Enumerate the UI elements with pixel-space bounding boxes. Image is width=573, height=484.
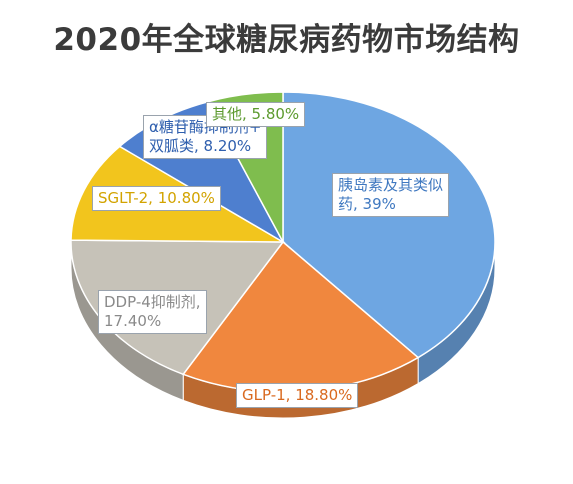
slice-label-insulin: 胰岛素及其类似 药, 39% (332, 173, 450, 217)
chart-title: 2020年全球糖尿病药物市场结构 (53, 22, 520, 58)
slice-label-other: 其他, 5.80% (206, 102, 306, 127)
slice-label-line: DDP-4抑制剂, (104, 293, 201, 311)
slice-label-glp1: GLP-1, 18.80% (236, 383, 359, 408)
slice-label-line: 17.40% (104, 312, 162, 330)
pie-slice-insulin (282, 91, 496, 359)
slice-label-line: 胰岛素及其类似 (338, 176, 444, 194)
slice-label-line: 双胍类, 8.20% (149, 137, 252, 155)
slice-label-dpp4: DDP-4抑制剂, 17.40% (98, 290, 207, 334)
slice-label-sglt2: SGLT-2, 10.80% (92, 186, 221, 211)
slice-label-line: 其他, 5.80% (212, 105, 300, 123)
slice-label-line: 药, 39% (338, 195, 396, 213)
pie-slices (70, 91, 496, 393)
slice-label-line: SGLT-2, 10.80% (98, 189, 215, 207)
slice-label-line: GLP-1, 18.80% (242, 386, 353, 404)
